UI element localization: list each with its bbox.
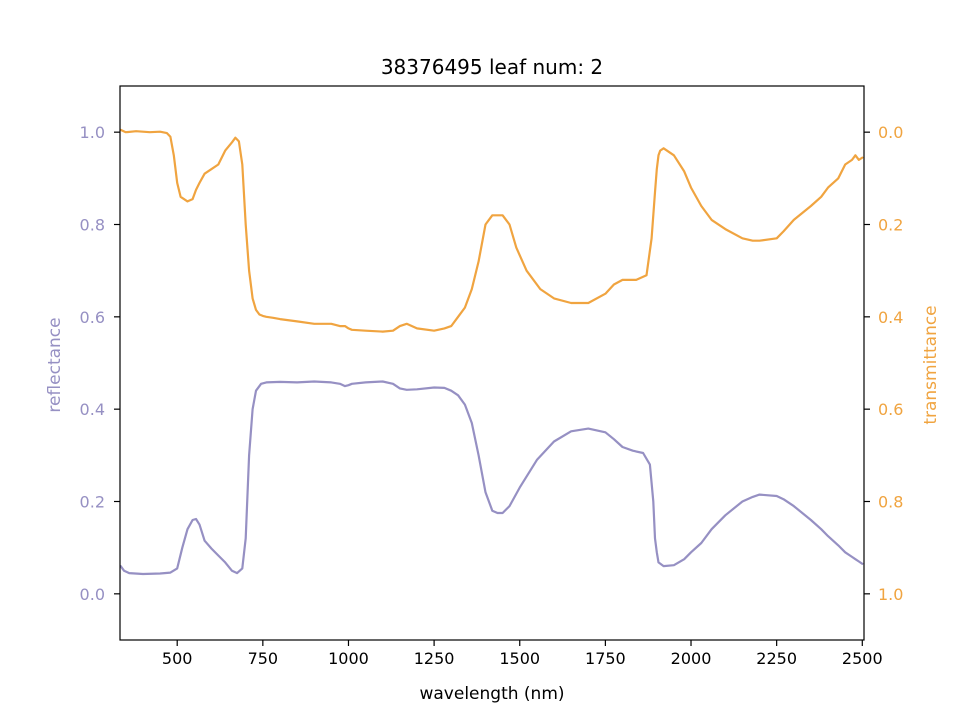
transmittance-tick-label: 0.0 — [878, 123, 903, 142]
plot-frame — [119, 85, 865, 641]
x-tick-label: 2500 — [842, 649, 883, 668]
reflectance-tick-label: 0.6 — [80, 308, 105, 327]
reflectance-tick-label: 0.2 — [80, 493, 105, 512]
transmittance-tick-label: 0.4 — [878, 308, 903, 327]
reflectance-line — [119, 380, 864, 576]
x-axis: 500 750 1000 1250 1500 1750 2000 2250 2500 — [162, 640, 883, 668]
reflectance-tick-label: 0.4 — [80, 400, 105, 419]
x-axis-label: wavelength (nm) — [419, 684, 564, 704]
transmittance-axis-label: transmittance — [921, 305, 941, 424]
x-tick-label: 2000 — [671, 649, 712, 668]
reflectance-axis: 0.0 0.2 0.4 0.6 0.8 1.0 — [80, 123, 120, 604]
transmittance-line — [119, 128, 864, 333]
transmittance-tick-label: 0.2 — [878, 216, 903, 235]
reflectance-tick-label: 0.0 — [80, 585, 105, 604]
reflectance-tick-label: 0.8 — [80, 216, 105, 235]
transmittance-tick-label: 1.0 — [878, 585, 903, 604]
reflectance-tick-label: 1.0 — [80, 123, 105, 142]
series-layer — [119, 128, 864, 576]
reflectance-axis-label: reflectance — [45, 317, 65, 412]
x-tick-label: 2250 — [756, 649, 797, 668]
x-tick-label: 1250 — [414, 649, 455, 668]
x-tick-label: 750 — [248, 649, 279, 668]
x-tick-label: 1750 — [585, 649, 626, 668]
chart-title: 38376495 leaf num: 2 — [381, 55, 603, 79]
x-tick-label: 1500 — [499, 649, 540, 668]
transmittance-tick-label: 0.6 — [878, 400, 903, 419]
transmittance-axis: 0.0 0.2 0.4 0.6 0.8 1.0 — [864, 123, 903, 604]
transmittance-tick-label: 0.8 — [878, 493, 903, 512]
x-tick-label: 500 — [162, 649, 193, 668]
x-tick-label: 1000 — [328, 649, 369, 668]
